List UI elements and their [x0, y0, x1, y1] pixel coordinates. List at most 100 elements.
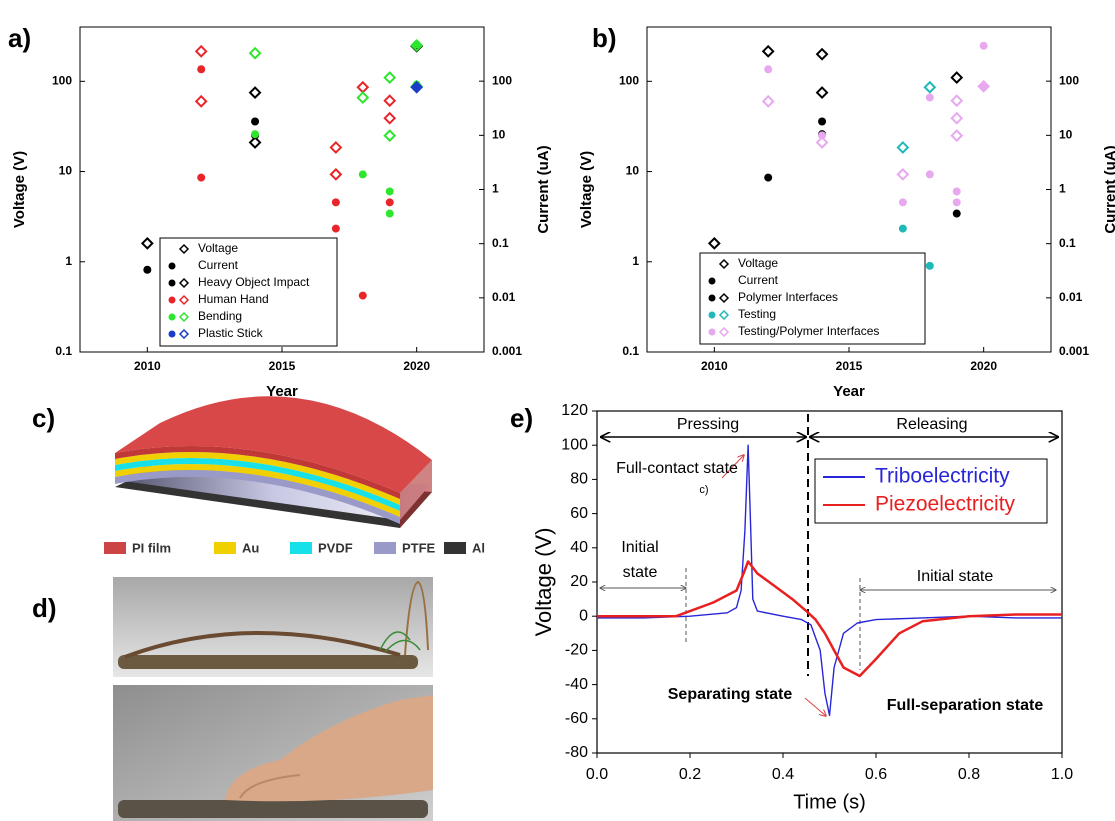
legend-box: [699, 252, 926, 345]
legend-label: Heavy Object Impact: [198, 275, 310, 289]
wires: [404, 580, 429, 656]
legend-label: Bending: [198, 309, 242, 323]
voltage-point: [977, 79, 991, 93]
legend-swatch: [444, 542, 466, 554]
current-point: [925, 93, 934, 102]
y-tick-label: 100: [52, 73, 72, 87]
legend-marker: [178, 311, 190, 323]
voltage-point: [950, 111, 964, 125]
current-point: [764, 173, 773, 182]
y2-tick-label: 10: [1059, 128, 1073, 142]
y-axis-label: Voltage (V): [531, 528, 556, 637]
panel-label: d): [32, 593, 57, 623]
voltage-point: [383, 94, 397, 108]
legend-marker: [178, 294, 190, 306]
x-tick-label: 0.0: [586, 766, 608, 783]
y2-axis-label: Current (uA): [535, 145, 552, 233]
x-axis-label: Year: [266, 383, 298, 400]
legend-marker: [178, 243, 190, 255]
y-tick-label: 1: [632, 254, 639, 268]
layer-edge: [115, 446, 400, 499]
y2-tick-label: 0.01: [1059, 290, 1083, 304]
panel-label: e): [510, 403, 533, 433]
device-base: [118, 800, 428, 818]
current-point: [197, 65, 206, 74]
legend-swatch: [104, 542, 126, 554]
current-point: [818, 131, 827, 140]
x-tick-label: 0.2: [679, 766, 701, 783]
legend-marker: [178, 277, 190, 289]
current-point: [898, 224, 907, 233]
x-tick-label: 0.8: [958, 766, 980, 783]
voltage-point: [410, 39, 424, 52]
device-photos: [113, 577, 433, 821]
voltage-point: [329, 167, 343, 181]
y2-tick-label: 0.1: [492, 236, 509, 250]
y-tick-label: 0.1: [622, 344, 639, 358]
current-point: [358, 291, 367, 300]
legend-label: Al: [472, 540, 485, 555]
legend-label: Testing: [738, 307, 776, 321]
voltage-point: [194, 94, 208, 108]
legend-label: PVDF: [318, 540, 353, 555]
current-point: [925, 170, 934, 179]
y-tick-label: 100: [561, 436, 588, 453]
legend-swatch: [214, 542, 236, 554]
legend-marker: [718, 309, 730, 321]
voltage-point: [950, 94, 964, 108]
voltage-point: [815, 47, 829, 61]
legend-label: Voltage: [198, 241, 238, 255]
voltage-point: [950, 71, 964, 85]
voltage-point: [356, 80, 370, 94]
y-tick-label: 60: [570, 505, 588, 522]
legend-marker: [718, 292, 730, 304]
current-point: [331, 224, 340, 233]
legend-label: Triboelectricity: [875, 465, 1010, 488]
annotation: state: [623, 564, 658, 581]
current-point: [331, 198, 340, 207]
current-point: [979, 41, 988, 50]
x-axis-label: Time (s): [793, 791, 866, 813]
x-tick-label: 2020: [403, 359, 430, 373]
y-axis-label: Voltage (V): [11, 151, 28, 228]
x-tick-label: 0.4: [772, 766, 794, 783]
layer-edge: [115, 464, 400, 517]
voltage-point: [383, 129, 397, 143]
current-point: [952, 187, 961, 196]
device-schematic: [115, 396, 432, 528]
x-tick-label: 2020: [970, 359, 997, 373]
layer-edge: [115, 470, 400, 524]
voltage-point: [896, 141, 910, 154]
legend-label: Current: [738, 273, 779, 287]
legend-label: Testing/Polymer Interfaces: [738, 324, 879, 338]
y2-tick-label: 0.01: [492, 290, 516, 304]
y2-tick-label: 0.1: [1059, 236, 1076, 250]
layer-edge: [115, 458, 400, 511]
voltage-point: [761, 44, 775, 58]
x-tick-label: 2010: [701, 359, 728, 373]
y2-tick-label: 1: [1059, 182, 1066, 196]
voltage-point: [248, 46, 262, 60]
data-line: [597, 444, 1062, 717]
legend-marker: [168, 296, 176, 304]
x-tick-label: 2015: [836, 359, 863, 373]
voltage-point: [896, 167, 910, 181]
annotation: Pressing: [677, 416, 739, 433]
layer-edge: [115, 452, 400, 505]
current-point: [385, 187, 394, 196]
legend-label: Current: [198, 258, 239, 272]
arrow: [804, 697, 826, 716]
annotations: Pressing Releasing Initial state Initial…: [600, 414, 1058, 716]
y2-tick-label: 100: [492, 73, 512, 87]
y-tick-label: -80: [565, 744, 588, 761]
ptfe-layer: [116, 466, 430, 520]
current-point: [952, 198, 961, 207]
x-axis-label: Year: [833, 383, 865, 400]
annotation: c): [699, 484, 708, 496]
y2-tick-label: 1: [492, 182, 499, 196]
x-tick-label: 2010: [134, 359, 161, 373]
voltage-point: [329, 141, 343, 154]
voltage-point: [410, 80, 424, 94]
